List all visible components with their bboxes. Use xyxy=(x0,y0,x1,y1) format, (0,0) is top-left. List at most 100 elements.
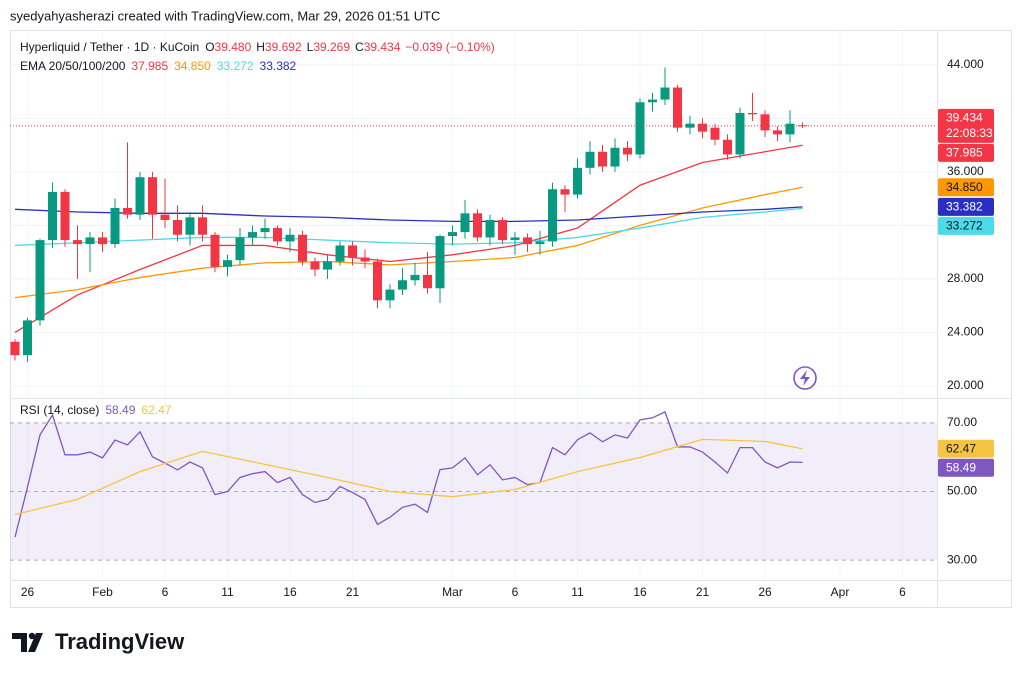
icon-bolt[interactable] xyxy=(800,370,810,386)
x-tick-label: Mar xyxy=(442,585,463,599)
candle-body xyxy=(223,260,233,267)
rsi-tick-label: 50.00 xyxy=(947,484,977,498)
x-tick-label: 6 xyxy=(512,585,519,599)
x-tick-label: 21 xyxy=(346,585,360,599)
candle-body xyxy=(198,217,208,235)
x-tick-label: 11 xyxy=(571,585,584,599)
x-tick-label: 6 xyxy=(162,585,169,599)
candle-body xyxy=(410,274,420,281)
x-tick-label: 16 xyxy=(633,585,647,599)
ohlc-value: 39.434 xyxy=(364,40,401,54)
candle-body xyxy=(323,261,333,270)
price-label-box xyxy=(938,439,994,458)
candle-body xyxy=(360,257,370,262)
candle-body xyxy=(660,87,670,100)
ohlc-value: 39.692 xyxy=(265,40,302,54)
price-label: 34.850 xyxy=(946,180,983,194)
candle-body xyxy=(23,320,33,356)
ohlc-prefix: H xyxy=(256,40,265,54)
candle-body xyxy=(785,123,795,135)
indicator-value: 33.272 xyxy=(217,59,254,73)
change: −0.039 (−0.10%) xyxy=(405,40,494,54)
candle-body xyxy=(548,189,558,242)
candle-body xyxy=(73,240,83,245)
candle-body xyxy=(723,139,733,155)
candle-body xyxy=(135,177,145,215)
x-tick-label: 11 xyxy=(221,585,234,599)
price-label-box xyxy=(938,178,994,197)
candle-body xyxy=(60,191,70,241)
symbol-title: Hyperliquid / Tether · 1D · KuCoin xyxy=(20,40,199,54)
attribution: syedyahyasherazi created with TradingVie… xyxy=(10,8,440,23)
brand-name: TradingView xyxy=(55,629,185,654)
y-tick-label: 44.000 xyxy=(947,57,984,71)
candle-body xyxy=(560,189,570,195)
price-label: 33.272 xyxy=(946,219,983,233)
x-tick-label: 6 xyxy=(899,585,906,599)
candle-body xyxy=(748,112,758,115)
ohlc-prefix: C xyxy=(355,40,364,54)
candle-body xyxy=(423,274,433,289)
candle-body xyxy=(585,151,595,168)
labels-layer: 26 Feb 6 11 16 21 Mar 6 11 16 21 26 Apr 639.43422:08:… xyxy=(20,40,994,599)
candle-body xyxy=(335,245,345,262)
candle-body xyxy=(623,147,633,155)
candle-body xyxy=(610,147,620,167)
candle-body xyxy=(285,234,295,242)
ema-line xyxy=(14,207,803,247)
indicator-value: 34.850 xyxy=(174,59,211,73)
candle-body xyxy=(235,237,245,261)
candle-body xyxy=(398,280,408,290)
x-tick-label: 21 xyxy=(696,585,710,599)
x-tick-label: 26 xyxy=(758,585,772,599)
candle-body xyxy=(298,234,308,262)
candle-body xyxy=(348,245,358,258)
price-label-box xyxy=(938,108,994,143)
candle-body xyxy=(735,112,745,155)
countdown-label: 22:08:33 xyxy=(946,126,993,140)
x-tick-label: 26 xyxy=(21,585,35,599)
x-tick-label: Feb xyxy=(92,585,113,599)
candle-body xyxy=(598,151,608,167)
rsi-value: 58.49 xyxy=(105,403,135,417)
price-label: 39.434 xyxy=(946,111,983,125)
rsi-line xyxy=(14,411,803,538)
candle-body xyxy=(173,220,183,235)
candle-body xyxy=(98,237,108,245)
grid-layer: 20.00024.00028.00032.00036.00040.00044.0… xyxy=(10,30,984,580)
legend: Hyperliquid / Tether · 1D · KuCoin O39.48… xyxy=(20,40,495,54)
candle-body xyxy=(273,228,283,242)
y-tick-label: 20.000 xyxy=(947,378,984,392)
candle-body xyxy=(498,220,508,241)
marks-layer xyxy=(10,67,808,538)
y-tick-label: 24.000 xyxy=(947,325,984,339)
logo-shape xyxy=(28,633,43,652)
brand-logo: TradingView xyxy=(12,629,185,654)
candle-body xyxy=(510,237,520,241)
legend: EMA 20/50/100/200 37.985 34.850 33.272 33.38… xyxy=(20,59,297,73)
ema-line xyxy=(14,144,803,333)
rsi-tick-label: 70.00 xyxy=(947,415,977,429)
candle-body xyxy=(673,87,683,128)
price-label: 58.49 xyxy=(946,460,976,474)
candle-body xyxy=(698,123,708,132)
x-tick-label: 16 xyxy=(283,585,297,599)
ohlc-value: 39.269 xyxy=(313,40,350,54)
candle-body xyxy=(123,207,133,215)
replay-icon[interactable] xyxy=(793,366,817,390)
candle-body xyxy=(648,99,658,103)
price-label-box xyxy=(938,458,994,477)
candle-body xyxy=(773,130,783,135)
indicator-value: 33.382 xyxy=(260,59,297,73)
candle-body xyxy=(798,125,808,127)
candle-body xyxy=(535,241,545,245)
rsi-title: RSI (14, close) xyxy=(20,403,99,417)
rsi-value: 62.47 xyxy=(141,403,171,417)
candle-body xyxy=(435,236,445,289)
rsi-tick-label: 30.00 xyxy=(947,552,977,566)
candle-body xyxy=(573,167,583,195)
price-label: 33.382 xyxy=(946,200,983,214)
